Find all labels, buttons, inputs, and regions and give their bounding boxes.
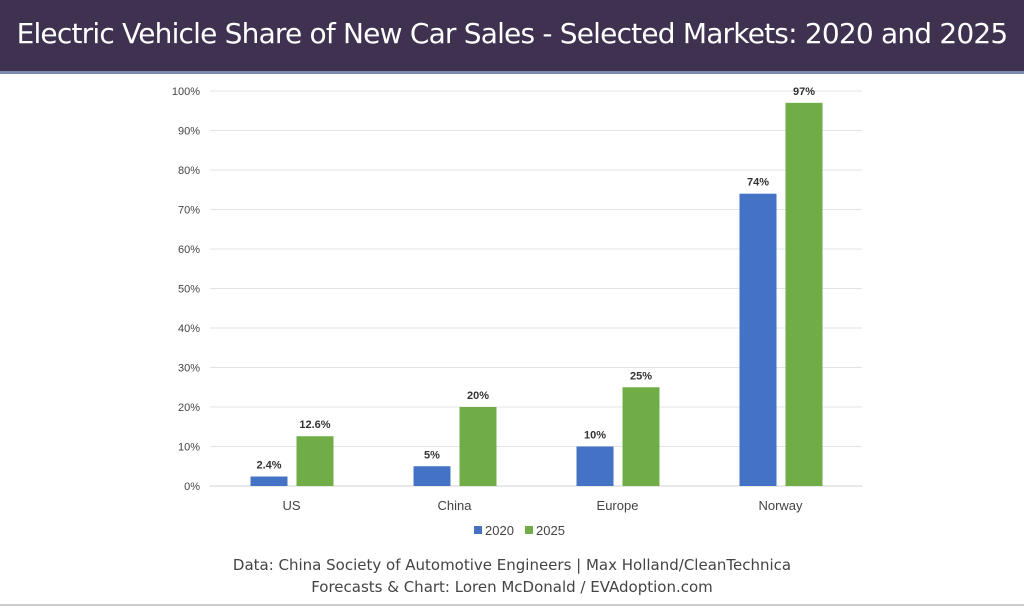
title-banner: Electric Vehicle Share of New Car Sales … (0, 0, 1024, 74)
footer-source: Data: China Society of Automotive Engine… (232, 556, 792, 574)
y-tick-label: 100% (172, 86, 200, 98)
y-tick-label: 30% (178, 363, 200, 375)
y-tick-label: 50% (178, 284, 200, 296)
bar-2020-us (250, 476, 288, 486)
y-tick-label: 20% (178, 402, 200, 414)
bar-2025-europe (622, 387, 660, 486)
y-tick-label: 0% (184, 481, 200, 493)
bar-2020-china (413, 466, 451, 486)
data-label: 20% (467, 390, 489, 402)
legend-label: 2025 (536, 523, 565, 538)
legend-label: 2020 (485, 523, 514, 538)
y-tick-label: 90% (178, 126, 200, 138)
data-label: 25% (630, 370, 652, 382)
divider (0, 604, 1024, 606)
x-tick-label: China (438, 498, 473, 513)
y-tick-label: 60% (178, 244, 200, 256)
y-tick-label: 80% (178, 165, 200, 177)
y-tick-label: 10% (178, 442, 200, 454)
bar-2020-norway (739, 193, 777, 486)
bar-2025-us (296, 436, 334, 486)
footer-credit: Forecasts & Chart: Loren McDonald / EVAd… (311, 578, 713, 596)
bar-2020-europe (576, 446, 614, 486)
data-label: 5% (424, 449, 440, 461)
legend-swatch (525, 526, 533, 534)
data-label: 2.4% (256, 460, 281, 472)
data-label: 10% (584, 430, 606, 442)
data-label: 12.6% (299, 419, 330, 431)
data-label: 74% (747, 177, 769, 189)
data-label: 97% (793, 86, 815, 98)
bar-2025-norway (785, 102, 823, 486)
bar-2025-china (459, 407, 497, 486)
x-tick-label: US (282, 498, 300, 513)
chart-title: Electric Vehicle Share of New Car Sales … (16, 17, 1009, 50)
legend-swatch (474, 526, 482, 534)
x-tick-label: Norway (758, 498, 803, 513)
x-tick-label: Europe (597, 498, 639, 513)
y-tick-label: 40% (178, 323, 200, 335)
y-tick-label: 70% (178, 205, 200, 217)
